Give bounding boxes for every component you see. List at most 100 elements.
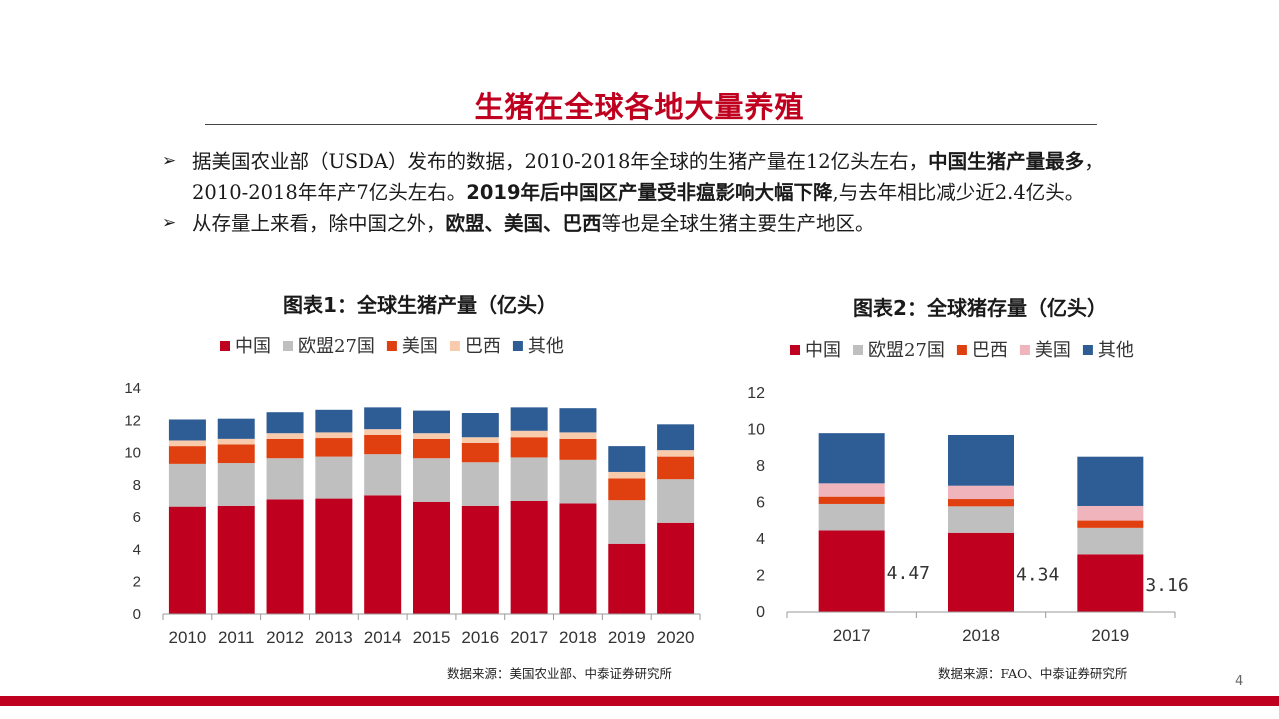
chart2-ytick-label: 2	[756, 568, 765, 585]
chart1-bar-2016-4	[461, 413, 499, 438]
chart2-ytick-label: 6	[756, 495, 765, 512]
chart2-ytick-label: 8	[756, 458, 765, 475]
chart2-legend-swatch	[956, 345, 967, 355]
chart2-bar-2018-4	[948, 434, 1014, 486]
chart1-bar-2012-2	[266, 438, 304, 459]
bullet-list: ➢ 据美国农业部（USDA）发布的数据，2010-2018年全球的生猪产量在12…	[160, 146, 1120, 239]
chart1-bar-2013-0	[315, 498, 353, 614]
chart1-xtick-label: 2014	[364, 628, 402, 647]
chart1-bar-2015-3	[413, 433, 450, 439]
bullet-2-seg-1: 欧盟、美国、巴西	[445, 212, 602, 235]
chart1-bar-2015-1	[413, 458, 450, 502]
chart1-ytick-label: 4	[133, 541, 141, 558]
chart1-bar-2011-1	[217, 463, 255, 506]
chart1-title: 图表1：全球生猪产量（亿头）	[283, 293, 557, 317]
chart1-bar-2020-0	[657, 522, 695, 614]
chart2-ytick-label: 12	[747, 385, 765, 402]
chart2-xtick-label: 2019	[1091, 626, 1129, 645]
chart1-bar-2010-0	[168, 506, 206, 614]
chart1-bar-2014-2	[364, 434, 402, 455]
chart1-bar-2012-3	[266, 433, 304, 439]
chart2-source: 数据来源：FAO、中泰证券研究所	[938, 666, 1128, 681]
chart2-legend-swatch	[790, 345, 800, 355]
chart1-legend-label: 中国	[235, 336, 271, 357]
bullet-1-seg-3: 2019年后中国区产量受非瘟影响大幅下降	[466, 181, 833, 204]
chart2-data-label: 3.16	[1145, 575, 1188, 596]
chart1-bar-2018-3	[559, 432, 597, 439]
chart1-legend-label: 其他	[528, 336, 564, 357]
chart2-data-label: 4.47	[887, 563, 930, 584]
chart1-bar-2018-2	[559, 438, 597, 460]
chart1-ytick-label: 8	[133, 477, 141, 494]
chart2-legend-swatch	[1019, 345, 1030, 355]
chart1-bar-2019-3	[608, 471, 646, 479]
chart2-bar-2017-0	[818, 530, 885, 612]
chart1-bar-2011-4	[217, 418, 255, 439]
chart2-ytick-label: 10	[747, 422, 765, 439]
chart1-bar-2017-2	[510, 437, 548, 458]
chart1-bar-2016-2	[461, 442, 499, 463]
chart1-bar-2016-3	[461, 437, 499, 443]
chart1-bar-2020-4	[657, 424, 695, 451]
chart2-data-label: 4.34	[1016, 564, 1059, 585]
chart1-xtick-label: 2016	[461, 628, 499, 647]
chart1-ytick-label: 0	[133, 606, 141, 623]
chart2-xtick-label: 2018	[962, 626, 1000, 645]
chart1-legend-swatch	[220, 341, 230, 351]
chart1-bar-2020-3	[657, 450, 695, 457]
chart2-legend-swatch	[1082, 345, 1093, 355]
chart1-bar-2012-1	[266, 458, 304, 500]
chart1-ytick-label: 10	[124, 445, 141, 462]
chart1-bar-2018-1	[559, 459, 597, 504]
chart1-ytick-label: 2	[133, 574, 141, 591]
chart1-xtick-label: 2018	[559, 628, 597, 647]
chart2-ytick-label: 4	[756, 531, 765, 548]
chart2-bar-2019-1	[1077, 527, 1144, 555]
chart2-ytick-label: 0	[756, 604, 765, 621]
chart1-bar-2012-4	[266, 412, 304, 434]
bullet-1-seg-2: ，2010-2018年年产7亿头左右。	[192, 150, 1104, 204]
chart1-bar-2011-3	[217, 438, 255, 445]
bullet-arrow-icon: ➢	[162, 213, 177, 233]
chart1-bar-2014-4	[364, 407, 402, 430]
title-divider	[205, 124, 1097, 125]
chart2-bar-2017-3	[818, 483, 885, 497]
chart1-bar-2014-1	[364, 454, 402, 496]
chart1-legend-label: 巴西	[465, 336, 501, 357]
chart1-bar-2019-1	[608, 500, 646, 544]
chart2-bar-2019-2	[1077, 520, 1144, 528]
chart1-bar-2011-2	[217, 444, 255, 464]
chart1-bar-2016-0	[461, 505, 499, 614]
chart2-bar-2019-0	[1077, 554, 1144, 612]
chart1-xtick-label: 2019	[608, 628, 646, 647]
chart1-bar-2020-1	[657, 479, 695, 523]
chart1-legend-swatch	[283, 341, 293, 351]
bullet-1-seg-1: 中国生猪产量最多	[928, 150, 1085, 173]
chart1-bar-2010-2	[168, 446, 206, 464]
chart1-bar-2010-1	[168, 463, 206, 507]
chart2-legend-swatch	[853, 345, 863, 355]
chart1-bar-2017-3	[510, 430, 548, 438]
chart1-bar-2013-3	[315, 432, 353, 439]
chart2-legend-label: 巴西	[972, 340, 1008, 361]
chart1-bar-2013-1	[315, 456, 353, 499]
chart1-ytick-label: 14	[124, 380, 141, 397]
chart1-bar-2017-1	[510, 457, 548, 501]
bullet-2-seg-2: 等也是全球生猪主要生产地区。	[601, 212, 875, 235]
chart1-legend-label: 欧盟27国	[298, 336, 375, 357]
chart2-legend-label: 欧盟27国	[868, 340, 945, 361]
chart2-bar-2018-1	[948, 506, 1014, 533]
chart1-source: 数据来源：美国农业部、中泰证券研究所	[447, 666, 673, 681]
chart1-bar-2011-0	[217, 505, 255, 614]
bullet-2: ➢ 从存量上来看，除中国之外，欧盟、美国、巴西等也是全球生猪主要生产地区。	[160, 208, 1120, 239]
chart1-xtick-label: 2011	[218, 628, 255, 647]
chart1-bar-2013-2	[315, 438, 353, 457]
chart1-legend-swatch	[512, 341, 523, 351]
chart2-legend-label: 中国	[805, 340, 841, 361]
chart1-bar-2016-1	[461, 462, 499, 506]
chart1-bar-2019-0	[608, 543, 646, 614]
chart2-legend-label: 美国	[1035, 340, 1071, 361]
bullet-2-seg-0: 从存量上来看，除中国之外，	[192, 212, 446, 235]
chart1-bar-2014-3	[364, 429, 402, 435]
